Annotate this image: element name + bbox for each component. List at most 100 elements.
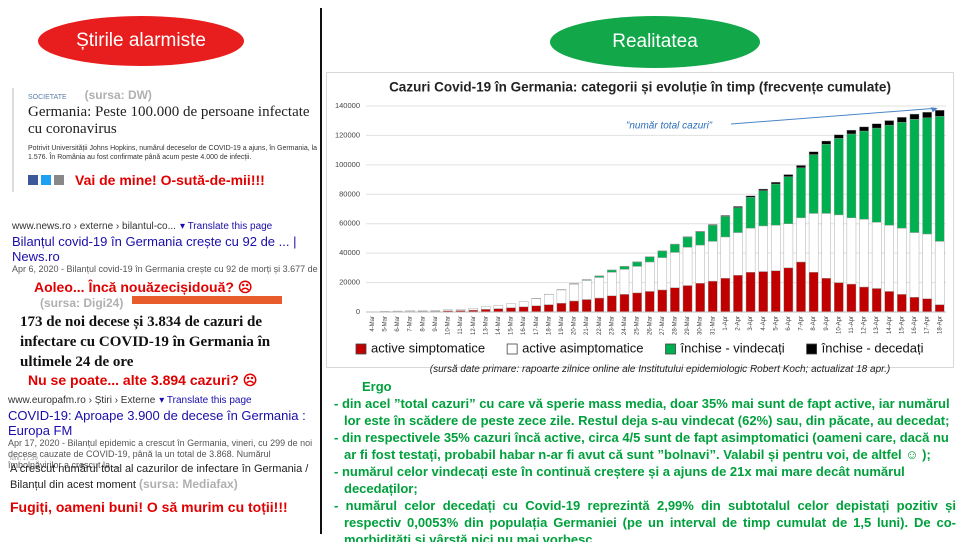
- time: luni, 17:39: [10, 456, 38, 462]
- share-icon[interactable]: [41, 175, 51, 185]
- headline: Germania: Peste 100.000 de persoane infe…: [28, 104, 310, 137]
- bar-segment: [922, 298, 932, 313]
- bullet: - numărul celor decedați cu Covid-19 rep…: [334, 498, 956, 542]
- bar-segment: [821, 213, 831, 279]
- x-tick-label: 16-Apr: [912, 316, 918, 334]
- bar-segment: [745, 227, 756, 273]
- bar-segment: [821, 140, 831, 145]
- bar-segment: [607, 295, 617, 313]
- bar-segment: [846, 133, 857, 219]
- bar-segment: [808, 151, 819, 155]
- bullet: - din respectivele 35% cazuri încă activ…: [334, 430, 949, 462]
- bar-segment: [544, 304, 554, 313]
- url: www.europafm.ro › Știri › Externe: [8, 395, 156, 406]
- x-tick-label: 10-Mar: [446, 316, 452, 335]
- comment: Aoleo... Încă nouăzecișidouă? ☹: [34, 279, 253, 295]
- y-tick-label: 0: [356, 307, 360, 316]
- bar-segment: [531, 298, 541, 307]
- bar-segment: [897, 294, 907, 313]
- bar-segment: [808, 154, 819, 214]
- bar-segment: [871, 127, 882, 223]
- x-tick-label: 22-Mar: [597, 316, 603, 335]
- bar-segment: [871, 222, 882, 289]
- bar-segment: [884, 124, 895, 226]
- share-icon[interactable]: [54, 175, 64, 185]
- bar-segment: [493, 308, 504, 313]
- bar-segment: [922, 233, 932, 299]
- bar-segment: [619, 294, 630, 313]
- bar-segment: [581, 280, 592, 300]
- bar-segment: [796, 165, 806, 169]
- x-tick-label: 21-Mar: [584, 316, 590, 335]
- bar-segment: [544, 294, 554, 305]
- bar-segment: [934, 241, 945, 305]
- x-tick-label: 3-Apr: [748, 316, 754, 331]
- bar-segment: [682, 285, 693, 313]
- clip: www.europafm.ro › Știri › Externe ▾ Trans…: [8, 390, 318, 471]
- x-tick-label: 4-Mar: [370, 316, 376, 332]
- headline[interactable]: COVID-19: Aproape 3.900 de decese în Ger…: [8, 408, 306, 438]
- bar-segment: [771, 270, 781, 313]
- bar-segment: [758, 225, 768, 272]
- bar-segment: [922, 117, 932, 235]
- share-icon[interactable]: [28, 175, 38, 185]
- text: Apr 17, 2020 - Bilanțul epidemic a cresc…: [8, 438, 313, 470]
- x-tick-label: 17-Mar: [534, 316, 540, 335]
- x-tick-label: 29-Mar: [685, 316, 691, 335]
- y-tick-label: 40000: [339, 248, 360, 257]
- translate[interactable]: ▾ Translate this page: [179, 221, 273, 232]
- bar-segment: [392, 310, 403, 312]
- arrow-head: [930, 107, 938, 113]
- legend-label: închise - vindecați: [680, 340, 785, 355]
- bar-segment: [581, 299, 592, 313]
- bar-segment: [708, 280, 718, 313]
- x-tick-label: 9-Mar: [433, 316, 439, 332]
- bar-segment: [670, 252, 680, 288]
- bar-segment: [481, 306, 491, 310]
- x-tick-label: 14-Mar: [496, 316, 502, 335]
- bar-segment: [846, 217, 857, 285]
- bar-segment: [644, 291, 655, 313]
- x-tick-label: 19-Mar: [559, 316, 565, 335]
- bar-segment: [771, 182, 781, 185]
- bar-segment: [745, 195, 756, 198]
- clip: luni, 17:39 A crescut numărul total al c…: [10, 456, 310, 515]
- comment: Fugiți, oameni buni! O să murim cu toții…: [10, 499, 288, 515]
- headline: 173 de noi decese și 3.834 de cazuri de …: [20, 314, 271, 370]
- bar-segment: [569, 300, 579, 313]
- headline[interactable]: Bilanțul covid-19 în Germania crește cu …: [12, 234, 297, 264]
- bar-segment: [632, 261, 642, 267]
- x-tick-label: 6-Apr: [786, 316, 792, 331]
- bar-segment: [455, 309, 466, 311]
- bar-segment: [607, 272, 617, 297]
- bar-segment: [934, 116, 945, 242]
- x-tick-label: 13-Apr: [874, 316, 880, 334]
- bar-segment: [619, 269, 630, 295]
- bar-segment: [733, 232, 743, 276]
- bar-segment: [708, 224, 718, 226]
- bar-segment: [884, 120, 895, 126]
- bar-segment: [758, 271, 768, 313]
- bar-segment: [834, 282, 844, 313]
- legend-swatch: [506, 343, 518, 355]
- bar-segment: [934, 304, 945, 313]
- bar-segment: [670, 244, 680, 253]
- x-tick-label: 27-Mar: [660, 316, 666, 335]
- x-tick-label: 12-Mar: [471, 316, 477, 335]
- chart-title: Cazuri Covid-19 în Germania: categorii ș…: [389, 80, 891, 95]
- translate[interactable]: ▾ Translate this page: [159, 395, 252, 406]
- bar-segment: [934, 110, 945, 117]
- y-tick-label: 100000: [335, 160, 360, 169]
- bar-segment: [884, 291, 895, 313]
- bar-segment: [405, 310, 415, 312]
- bar-segment: [594, 297, 605, 313]
- x-tick-label: 1-Apr: [723, 316, 729, 331]
- bar-segment: [783, 174, 794, 177]
- bar-segment: [897, 117, 907, 123]
- bar-segment: [569, 283, 579, 302]
- x-tick-label: 6-Mar: [395, 316, 401, 332]
- bar-segment: [644, 261, 655, 292]
- bar-segment: [493, 305, 504, 309]
- bar-segment: [834, 214, 844, 283]
- bar-segment: [720, 215, 731, 217]
